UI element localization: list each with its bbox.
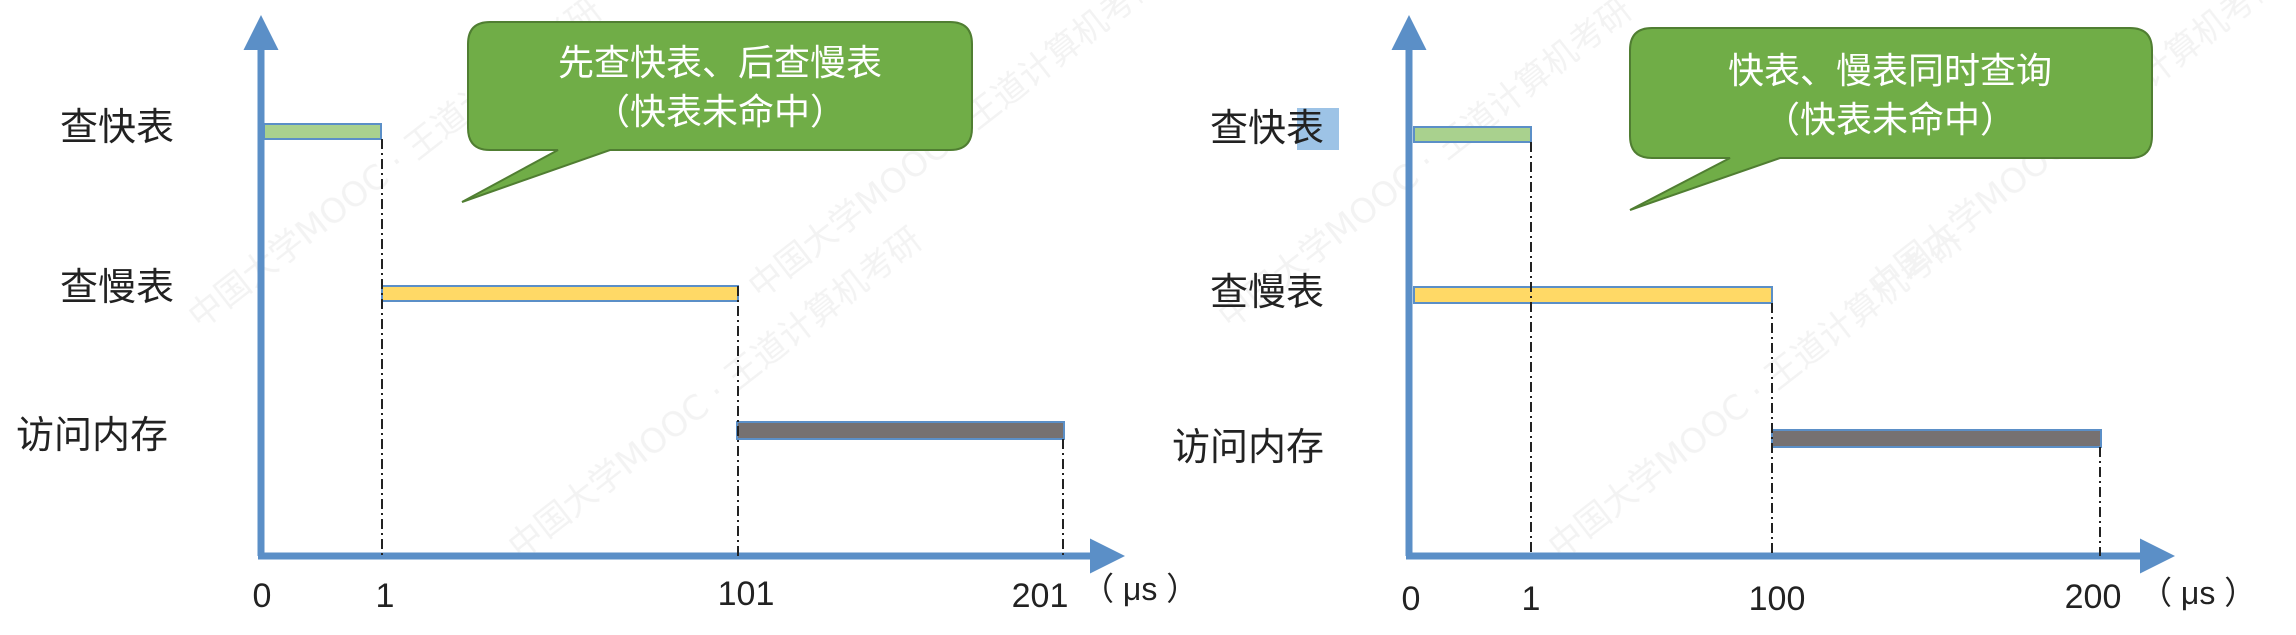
tick-label: 0 [1402, 580, 1421, 618]
parallel-lookup-diagram: 查快表 查慢表 访问内存 0 1 100 200 （ μs ） 快表、慢表同时查… [1172, 15, 2256, 618]
callout-bubble [1629, 27, 2153, 211]
row-label-fast-table: 查快表 [1210, 106, 1324, 150]
tick-label: 201 [1012, 577, 1069, 615]
row-label-fast-table: 查快表 [60, 105, 174, 149]
sequential-lookup-diagram: 查快表 查慢表 访问内存 0 1 101 201 （ μs ） 先查快表、后查慢… [16, 15, 1198, 615]
tick-label: 1 [1522, 580, 1541, 618]
axis-unit-label: （ μs ） [2140, 575, 2256, 611]
row-label-memory-access: 访问内存 [16, 413, 168, 457]
callout-bubble [461, 21, 973, 203]
bar-slow-table [1413, 286, 1773, 304]
tick-label: 1 [376, 577, 395, 615]
watermark-text: 中国大学MOOC · 王道计算机考研 [501, 220, 930, 567]
row-label-fast-table-text: 查快表 [1210, 106, 1324, 150]
tick-label: 0 [253, 577, 272, 615]
bar-memory-access [736, 421, 1065, 440]
row-label-slow-table: 查慢表 [60, 265, 174, 309]
callout-line-2: （快表未命中） [594, 92, 846, 133]
bar-slow-table [381, 285, 739, 302]
callout-line-1: 先查快表、后查慢表 [558, 43, 882, 84]
bar-fast-table [263, 123, 382, 140]
tick-label: 200 [2065, 578, 2122, 616]
tick-label: 100 [1749, 580, 1806, 618]
text-selection-highlight [1297, 108, 1339, 150]
bar-memory-access [1771, 429, 2102, 448]
callout-line-2: （快表未命中） [1764, 100, 2016, 141]
axis-unit-label: （ μs ） [1082, 571, 1198, 607]
callout-line-1: 快表、慢表同时查询 [1728, 51, 2052, 92]
bar-fast-table [1413, 126, 1532, 143]
row-label-slow-table: 查慢表 [1210, 270, 1324, 314]
tick-label: 101 [718, 575, 775, 613]
row-label-memory-access: 访问内存 [1172, 425, 1324, 469]
